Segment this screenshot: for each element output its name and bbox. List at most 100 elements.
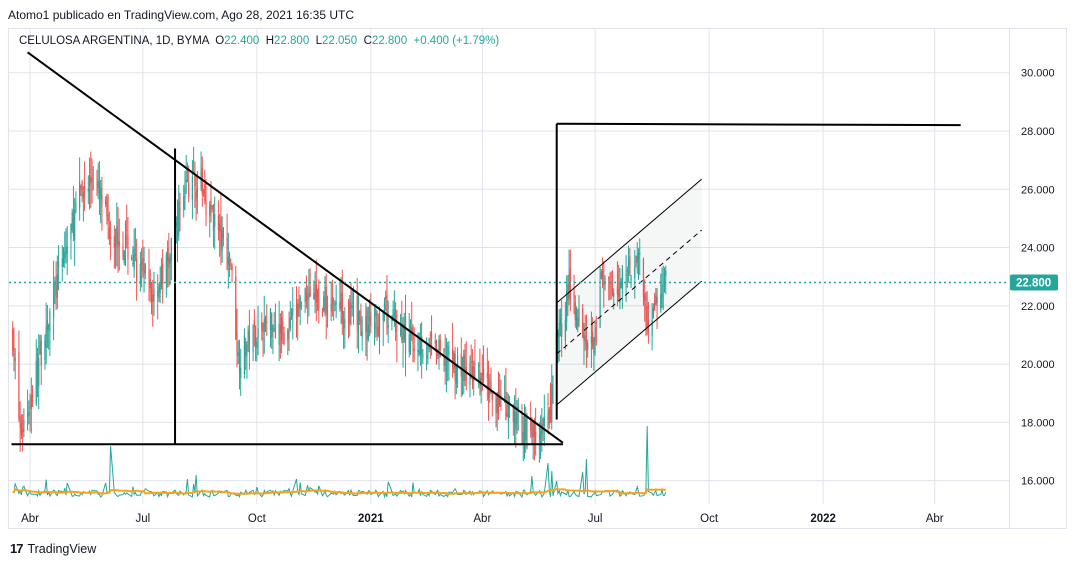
candle-body bbox=[473, 366, 475, 382]
candle-body bbox=[202, 191, 205, 193]
candle-body bbox=[139, 263, 141, 284]
candle-body bbox=[496, 397, 498, 413]
candle-body bbox=[71, 212, 73, 231]
candle-body bbox=[272, 325, 274, 333]
candle-body bbox=[486, 372, 488, 378]
candle-body bbox=[106, 197, 108, 216]
candle-body bbox=[453, 353, 455, 368]
x-tick-label: Abr bbox=[473, 513, 491, 525]
candle-body bbox=[297, 303, 299, 318]
plot-area[interactable] bbox=[9, 29, 1010, 528]
candle-body bbox=[148, 271, 150, 279]
tradingview-logo[interactable]: 17 TradingView bbox=[10, 541, 96, 556]
candle-body bbox=[159, 283, 161, 293]
candle-body bbox=[455, 364, 457, 384]
candle-body bbox=[662, 285, 664, 287]
candle-body bbox=[434, 340, 436, 344]
candle-body bbox=[222, 227, 224, 239]
candle-body bbox=[204, 183, 206, 202]
candle-body bbox=[368, 317, 371, 321]
candle-body bbox=[497, 390, 500, 414]
candle-body bbox=[500, 402, 502, 408]
candle-body bbox=[385, 295, 387, 300]
candle-body bbox=[144, 264, 146, 274]
tradingview-logo-text: TradingView bbox=[27, 541, 97, 556]
candle-body bbox=[117, 231, 119, 248]
candle-body bbox=[14, 357, 16, 361]
candle-body bbox=[564, 320, 566, 342]
candle-body bbox=[231, 264, 233, 271]
candle-body bbox=[625, 274, 627, 277]
candle-body bbox=[22, 428, 24, 433]
descending-trendline bbox=[26, 51, 564, 444]
candle-body bbox=[44, 340, 46, 360]
candle-body bbox=[551, 383, 553, 422]
candle-body bbox=[491, 392, 493, 401]
candle-body bbox=[160, 265, 163, 287]
chart-frame[interactable]: 16.000 18.000 20.000 22.000 24.000 26.000 28.0… bbox=[8, 28, 1067, 529]
candle-body bbox=[178, 200, 180, 236]
candle-body bbox=[661, 287, 663, 301]
channel-lower-line bbox=[556, 280, 703, 406]
candle-body bbox=[460, 353, 462, 377]
candle-body bbox=[404, 316, 407, 354]
candle-body bbox=[383, 302, 386, 313]
candle-body bbox=[307, 296, 309, 299]
candle-body bbox=[489, 387, 491, 396]
candle-body bbox=[578, 307, 580, 322]
candle-body bbox=[96, 183, 98, 185]
candle-body bbox=[538, 436, 540, 438]
candle-body bbox=[543, 416, 545, 426]
candle-body bbox=[196, 188, 198, 198]
candle-body bbox=[634, 267, 636, 279]
candle-body bbox=[176, 216, 179, 237]
candle-body bbox=[57, 261, 60, 268]
candle-body bbox=[87, 188, 89, 192]
candle-body bbox=[61, 258, 63, 268]
candle-body bbox=[289, 317, 291, 329]
candle-body bbox=[548, 409, 550, 424]
candle-body bbox=[264, 317, 267, 323]
y-tick-label: 20.000 bbox=[1021, 359, 1055, 371]
candle-body bbox=[334, 303, 336, 305]
candle-body bbox=[530, 421, 532, 431]
price-chart[interactable]: 16.000 18.000 20.000 22.000 24.000 26.000 28.0… bbox=[9, 29, 1068, 530]
legend-open-value: 22.400 bbox=[224, 35, 260, 47]
candle-body bbox=[19, 416, 21, 429]
candle-body bbox=[616, 286, 619, 294]
y-tick-label: 28.000 bbox=[1021, 126, 1055, 138]
candle-body bbox=[133, 248, 135, 270]
candle-body bbox=[245, 341, 247, 357]
candle-body bbox=[38, 358, 40, 386]
candle-body bbox=[39, 342, 41, 355]
candle-body bbox=[98, 184, 101, 194]
candle-body bbox=[574, 302, 576, 321]
last-price-tag bbox=[1010, 274, 1058, 291]
candle-body bbox=[609, 279, 611, 290]
candle-body bbox=[35, 360, 37, 404]
candle-body bbox=[490, 380, 492, 392]
x-tick-label: Jul bbox=[588, 513, 603, 525]
candle-body bbox=[292, 308, 294, 316]
candle-body bbox=[620, 282, 622, 288]
candle-body bbox=[101, 194, 103, 208]
candle-body bbox=[248, 330, 250, 353]
candle-body bbox=[88, 176, 91, 187]
candle-body bbox=[361, 331, 363, 338]
candle-body bbox=[396, 335, 398, 337]
candle-body bbox=[618, 289, 620, 298]
candle-body bbox=[318, 287, 320, 310]
y-tick-label: 24.000 bbox=[1021, 243, 1055, 255]
candle-body bbox=[45, 326, 47, 348]
candle-body bbox=[393, 313, 395, 316]
candle-body bbox=[54, 283, 56, 286]
candle-body bbox=[531, 431, 533, 437]
candle-body bbox=[461, 378, 464, 380]
candle-body bbox=[49, 310, 51, 332]
candle-body bbox=[470, 361, 472, 364]
candle-body bbox=[665, 270, 667, 277]
candle-body bbox=[308, 292, 310, 300]
candle-body bbox=[378, 316, 381, 344]
candle-body bbox=[592, 332, 594, 347]
candle-body bbox=[452, 348, 454, 370]
